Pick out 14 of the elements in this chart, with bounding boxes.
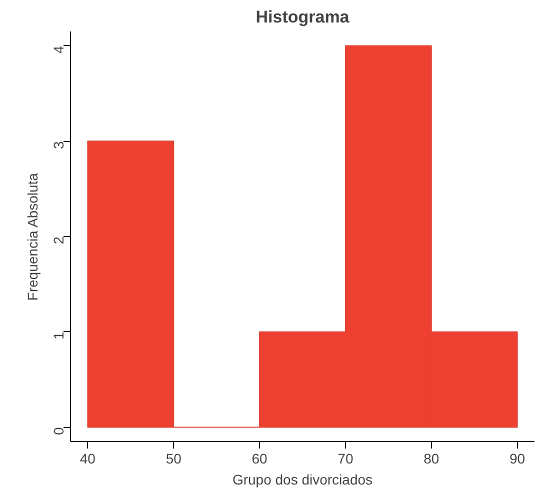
x-tick-label: 90	[510, 450, 526, 466]
y-axis-title: Frequencia Absoluta	[24, 172, 40, 301]
y-tick-label: 0	[50, 426, 66, 435]
y-tick-label: 3	[50, 140, 66, 149]
x-tick-label: 70	[338, 450, 354, 466]
y-tick-label: 4	[50, 46, 66, 54]
x-tick-label: 40	[80, 450, 96, 466]
y-tick-label: 1	[50, 332, 66, 340]
x-axis-title: Grupo dos divorciados	[232, 472, 373, 488]
x-tick-label: 60	[252, 450, 268, 466]
x-tick-label: 80	[424, 450, 440, 466]
chart-title: Histograma	[256, 8, 350, 26]
y-tick-label: 2	[50, 236, 66, 244]
x-tick-label: 50	[166, 450, 182, 466]
